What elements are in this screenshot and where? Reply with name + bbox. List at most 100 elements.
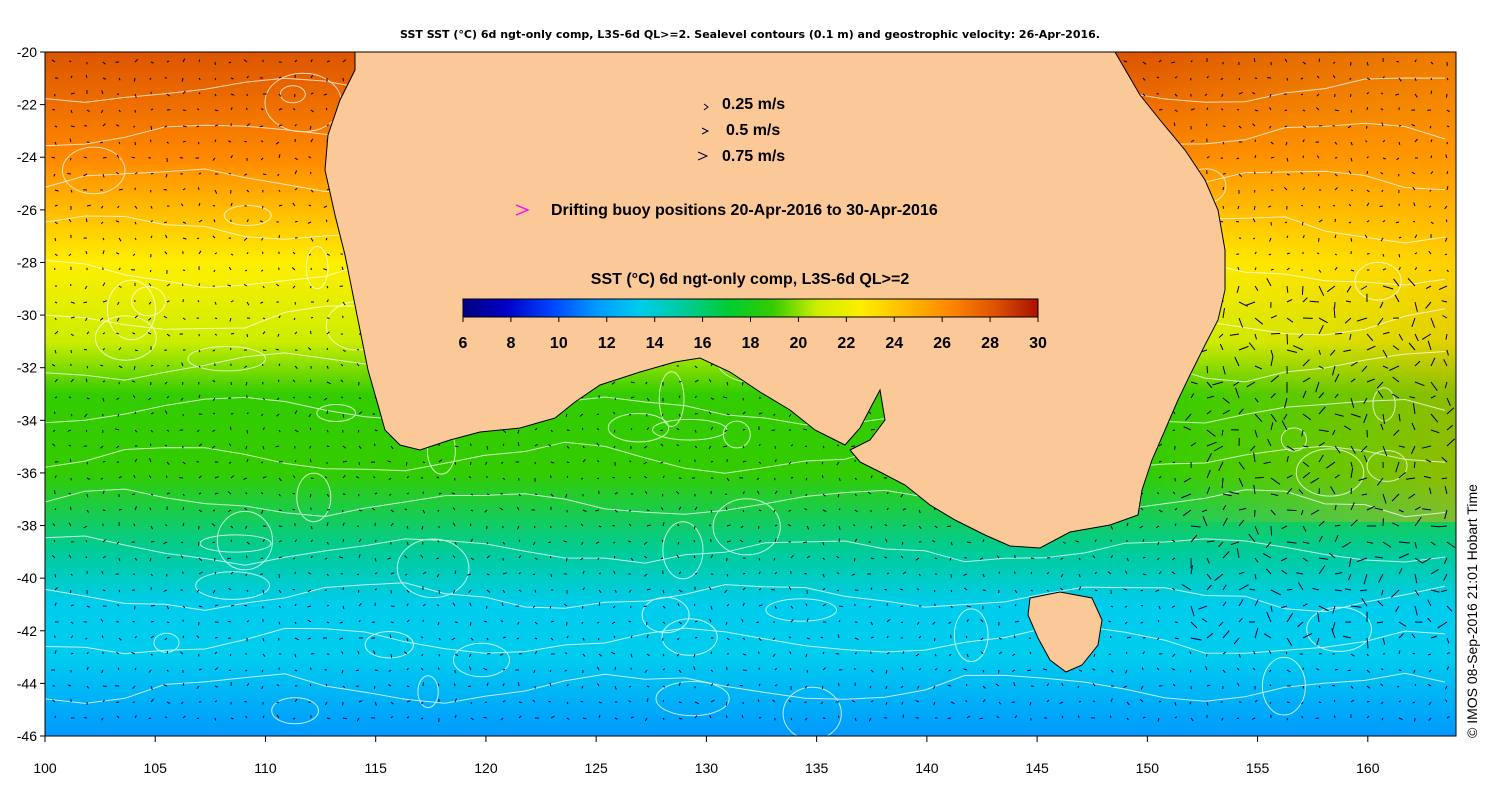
- velocity-arrow: [950, 541, 953, 546]
- velocity-arrow: [758, 443, 761, 447]
- sealevel-contour-line: [45, 535, 1446, 566]
- velocity-arrow: [1380, 108, 1384, 111]
- velocity-arrow: [228, 669, 232, 671]
- velocity-arrow: [262, 317, 266, 320]
- velocity-arrow: [405, 573, 408, 576]
- velocity-arrow: [628, 523, 632, 527]
- velocity-arrow: [1092, 700, 1096, 703]
- velocity-arrow: [1350, 605, 1362, 608]
- velocity-arrow: [1377, 317, 1384, 326]
- velocity-arrow: [870, 700, 874, 703]
- velocity-arrow: [963, 587, 968, 591]
- velocity-arrow: [1430, 429, 1440, 434]
- velocity-arrow: [470, 717, 474, 721]
- velocity-arrow: [115, 220, 120, 223]
- velocity-arrow: [228, 61, 232, 64]
- velocity-arrow: [1318, 685, 1321, 689]
- velocity-arrow: [294, 123, 297, 127]
- velocity-arrow: [1109, 715, 1112, 719]
- velocity-arrow: [1171, 605, 1176, 608]
- velocity-arrow: [116, 445, 120, 449]
- velocity-arrow: [710, 460, 714, 463]
- velocity-arrow: [1366, 715, 1370, 719]
- velocity-arrow: [980, 651, 984, 655]
- velocity-arrow: [165, 475, 168, 479]
- velocity-arrow: [198, 381, 200, 385]
- velocity-arrow: [1254, 413, 1263, 423]
- velocity-arrow: [581, 685, 584, 689]
- velocity-arrow: [1222, 205, 1225, 209]
- velocity-arrow: [230, 332, 235, 335]
- velocity-arrow: [1270, 375, 1280, 383]
- velocity-arrow: [1248, 533, 1256, 543]
- velocity-arrow: [806, 525, 810, 530]
- velocity-arrow: [102, 509, 106, 511]
- velocity-arrow: [54, 602, 57, 607]
- velocity-arrow: [182, 58, 186, 63]
- velocity-arrow: [1285, 651, 1288, 655]
- velocity-arrow: [467, 573, 472, 576]
- velocity-arrow: [244, 525, 248, 529]
- velocity-arrow: [484, 461, 488, 465]
- velocity-arrow: [1430, 221, 1434, 225]
- velocity-arrow: [70, 189, 73, 193]
- velocity-arrow: [180, 541, 184, 544]
- velocity-arrow: [693, 539, 696, 543]
- velocity-arrow: [150, 635, 154, 639]
- velocity-arrow: [1398, 621, 1407, 627]
- velocity-arrow: [1029, 651, 1032, 655]
- velocity-arrow: [1446, 651, 1451, 655]
- velocity-arrow: [1270, 393, 1276, 399]
- colorbar-title: SST (°C) 6d ngt-only comp, L3S-6d QL>=2: [591, 271, 910, 288]
- velocity-arrow: [1206, 429, 1216, 437]
- velocity-arrow: [1060, 557, 1064, 561]
- velocity-arrow: [211, 445, 216, 449]
- velocity-arrow: [1171, 668, 1176, 671]
- velocity-arrow: [70, 506, 72, 511]
- velocity-arrow: [837, 493, 840, 498]
- velocity-arrow: [53, 539, 56, 543]
- velocity-arrow: [68, 218, 72, 223]
- sealevel-contour: [1280, 427, 1308, 452]
- sealevel-contour: [153, 632, 180, 653]
- velocity-arrow: [86, 365, 89, 369]
- velocity-arrow: [420, 636, 424, 639]
- velocity-arrow: [406, 667, 409, 671]
- velocity-arrow: [324, 701, 328, 706]
- velocity-arrow: [822, 603, 827, 607]
- velocity-arrow: [1366, 220, 1370, 223]
- velocity-arrow: [1281, 525, 1288, 530]
- velocity-arrow: [774, 605, 777, 610]
- velocity-arrow: [614, 717, 618, 720]
- velocity-arrow: [742, 572, 746, 575]
- velocity-arrow: [1092, 668, 1096, 671]
- velocity-arrow: [451, 637, 456, 641]
- velocity-arrow: [741, 381, 744, 386]
- velocity-arrow: [1318, 565, 1326, 575]
- velocity-arrow: [1377, 390, 1384, 399]
- velocity-arrow: [1280, 557, 1288, 562]
- velocity-arrow: [1310, 477, 1320, 484]
- velocity-arrow: [1350, 397, 1355, 408]
- velocity-arrow: [534, 428, 538, 431]
- velocity-arrow: [131, 651, 136, 655]
- velocity-arrow: [1361, 493, 1368, 496]
- sealevel-contour-line: [45, 672, 1446, 704]
- velocity-arrow: [1270, 413, 1277, 423]
- velocity-arrow: [486, 445, 489, 450]
- velocity-arrow: [613, 445, 616, 449]
- velocity-arrow: [1158, 571, 1162, 575]
- velocity-arrow: [1334, 668, 1339, 671]
- velocity-arrow: [1423, 475, 1432, 479]
- velocity-arrow: [580, 700, 584, 703]
- velocity-arrow: [134, 667, 137, 671]
- velocity-arrow: [230, 107, 233, 111]
- velocity-arrow: [1350, 237, 1353, 242]
- velocity-arrow: [1046, 571, 1050, 575]
- velocity-arrow: [518, 715, 522, 719]
- velocity-arrow: [836, 461, 840, 466]
- velocity-arrow: [163, 189, 168, 191]
- velocity-arrow: [1405, 477, 1416, 480]
- velocity-arrow: [630, 427, 633, 431]
- velocity-arrow: [805, 477, 808, 481]
